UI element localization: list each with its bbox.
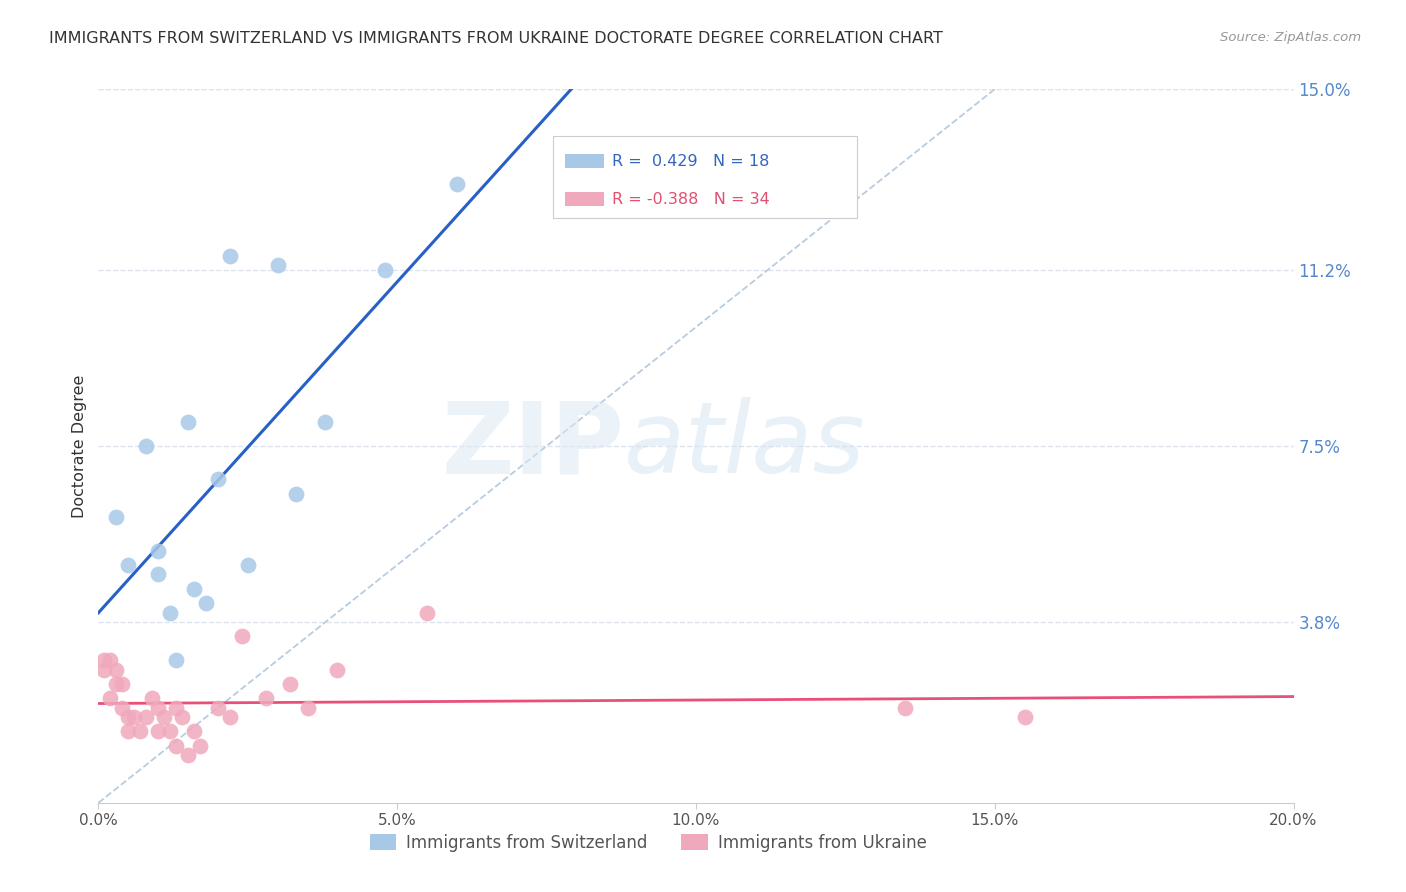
Text: Source: ZipAtlas.com: Source: ZipAtlas.com bbox=[1220, 31, 1361, 45]
Point bbox=[894, 700, 917, 714]
Point bbox=[315, 415, 337, 429]
Point bbox=[98, 691, 122, 706]
Point bbox=[148, 567, 170, 582]
Point bbox=[165, 739, 187, 753]
Point bbox=[135, 710, 157, 724]
Point bbox=[129, 724, 152, 739]
Point bbox=[117, 724, 139, 739]
Point bbox=[124, 710, 146, 724]
Point bbox=[207, 472, 229, 486]
Point bbox=[148, 724, 170, 739]
Point bbox=[219, 710, 242, 724]
Point bbox=[374, 263, 396, 277]
Point bbox=[416, 606, 439, 620]
Point bbox=[177, 415, 200, 429]
Point bbox=[153, 710, 176, 724]
Point bbox=[326, 663, 349, 677]
Point bbox=[254, 691, 277, 706]
Point bbox=[159, 724, 181, 739]
Point bbox=[195, 596, 218, 610]
Text: ZIP: ZIP bbox=[441, 398, 624, 494]
Point bbox=[446, 178, 468, 192]
Point bbox=[98, 653, 122, 667]
Point bbox=[177, 748, 200, 763]
Point bbox=[117, 558, 139, 572]
Point bbox=[148, 543, 170, 558]
Point bbox=[93, 663, 115, 677]
FancyBboxPatch shape bbox=[565, 192, 605, 206]
Text: R = -0.388   N = 34: R = -0.388 N = 34 bbox=[613, 192, 770, 207]
Text: atlas: atlas bbox=[624, 398, 866, 494]
Point bbox=[278, 677, 301, 691]
Point bbox=[135, 439, 157, 453]
Point bbox=[165, 700, 187, 714]
Point bbox=[111, 700, 134, 714]
Legend: Immigrants from Switzerland, Immigrants from Ukraine: Immigrants from Switzerland, Immigrants … bbox=[363, 828, 934, 859]
Point bbox=[219, 249, 242, 263]
FancyBboxPatch shape bbox=[553, 136, 858, 218]
Point bbox=[183, 724, 205, 739]
Point bbox=[172, 710, 194, 724]
Point bbox=[297, 700, 319, 714]
Point bbox=[236, 558, 259, 572]
Point bbox=[141, 691, 163, 706]
Point bbox=[93, 653, 115, 667]
Point bbox=[1014, 710, 1036, 724]
Text: R =  0.429   N = 18: R = 0.429 N = 18 bbox=[613, 154, 769, 169]
Point bbox=[188, 739, 211, 753]
Point bbox=[207, 700, 229, 714]
Point bbox=[105, 677, 128, 691]
Y-axis label: Doctorate Degree: Doctorate Degree bbox=[72, 375, 87, 517]
FancyBboxPatch shape bbox=[565, 154, 605, 168]
Point bbox=[111, 677, 134, 691]
Point bbox=[267, 258, 290, 272]
Point bbox=[284, 486, 307, 500]
Point bbox=[183, 582, 205, 596]
Point bbox=[231, 629, 253, 643]
Point bbox=[165, 653, 187, 667]
Point bbox=[105, 510, 128, 524]
Point bbox=[117, 710, 139, 724]
Point bbox=[159, 606, 181, 620]
Text: IMMIGRANTS FROM SWITZERLAND VS IMMIGRANTS FROM UKRAINE DOCTORATE DEGREE CORRELAT: IMMIGRANTS FROM SWITZERLAND VS IMMIGRANT… bbox=[49, 31, 943, 46]
Point bbox=[148, 700, 170, 714]
Point bbox=[105, 663, 128, 677]
